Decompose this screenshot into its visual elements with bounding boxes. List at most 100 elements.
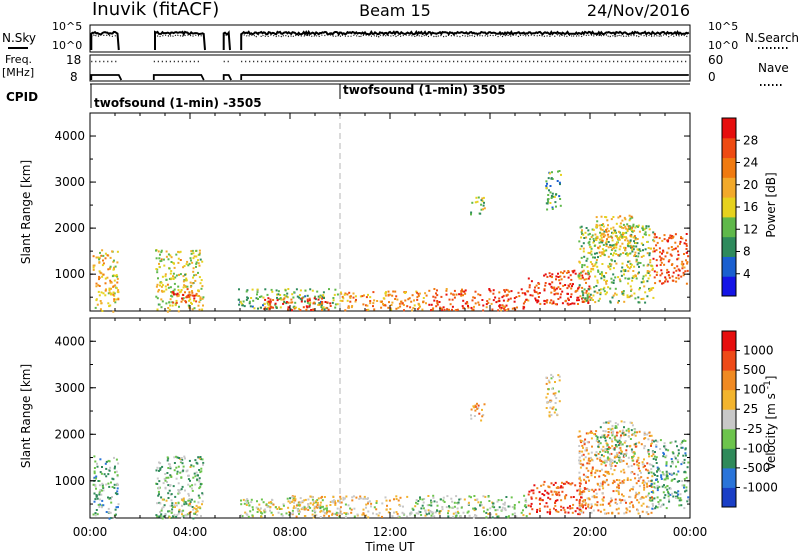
velocity-mark bbox=[432, 494, 435, 497]
power-mark bbox=[557, 298, 560, 300]
power-mark bbox=[605, 242, 607, 245]
power-mark bbox=[170, 261, 173, 263]
power-mark bbox=[155, 268, 158, 270]
power-mark bbox=[172, 301, 175, 304]
velocity-mark bbox=[184, 457, 186, 460]
velocity-mark bbox=[643, 433, 646, 436]
power-mark bbox=[389, 293, 392, 296]
power-mark bbox=[681, 267, 684, 270]
velocity-mark bbox=[194, 483, 197, 486]
velocity-mark bbox=[679, 493, 682, 496]
velocity-mark bbox=[196, 510, 199, 513]
velocity-mark bbox=[158, 469, 160, 472]
velocity-mark bbox=[280, 508, 283, 510]
power-mark bbox=[633, 229, 636, 232]
velocity-mark bbox=[164, 473, 167, 475]
velocity-mark bbox=[604, 447, 607, 450]
power-mark bbox=[185, 301, 187, 304]
power-mark bbox=[183, 284, 186, 287]
velocity-cbar-tick-label: 100 bbox=[743, 383, 766, 397]
power-mark bbox=[605, 282, 608, 285]
power-mark bbox=[642, 297, 645, 300]
velocity-mark bbox=[652, 451, 655, 454]
velocity-mark bbox=[161, 465, 164, 468]
power-mark bbox=[600, 215, 603, 218]
velocity-mark bbox=[651, 490, 654, 493]
velocity-mark bbox=[578, 471, 581, 474]
velocity-mark bbox=[610, 461, 613, 463]
velocity-mark bbox=[553, 394, 556, 397]
power-mark bbox=[398, 302, 401, 305]
velocity-mark bbox=[621, 493, 623, 496]
power-mark bbox=[611, 232, 614, 235]
velocity-mark bbox=[290, 512, 293, 515]
velocity-mark bbox=[647, 451, 650, 454]
power-mark bbox=[394, 298, 397, 300]
velocity-mark bbox=[663, 473, 666, 476]
power-mark bbox=[622, 227, 625, 230]
power-mark bbox=[191, 308, 194, 311]
velocity-mark bbox=[468, 495, 471, 498]
power-ylabel: Slant Range [km] bbox=[19, 160, 33, 264]
velocity-mark bbox=[589, 460, 592, 462]
power-mark bbox=[660, 261, 663, 264]
power-mark bbox=[615, 222, 618, 225]
power-mark bbox=[486, 300, 489, 303]
power-mark bbox=[391, 294, 394, 297]
power-mark bbox=[184, 285, 187, 288]
freq-label-1: Freq. bbox=[5, 53, 32, 66]
velocity-mark bbox=[286, 497, 289, 500]
power-mark bbox=[605, 230, 608, 233]
velocity-mark bbox=[361, 513, 364, 516]
velocity-mark bbox=[169, 465, 172, 468]
velocity-mark bbox=[641, 496, 644, 499]
velocity-mark bbox=[666, 477, 669, 480]
power-mark bbox=[597, 269, 600, 272]
power-mark bbox=[95, 256, 98, 259]
power-mark bbox=[168, 308, 171, 311]
velocity-mark bbox=[305, 507, 308, 510]
velocity-mark bbox=[579, 487, 582, 490]
velocity-mark bbox=[621, 432, 624, 435]
power-mark bbox=[629, 295, 632, 298]
power-mark bbox=[585, 281, 587, 284]
velocity-mark bbox=[677, 497, 680, 500]
velocity-mark bbox=[442, 496, 445, 499]
velocity-mark bbox=[181, 462, 184, 465]
power-mark bbox=[314, 295, 317, 298]
velocity-mark bbox=[657, 467, 660, 470]
velocity-mark bbox=[180, 457, 183, 459]
power-mark bbox=[671, 248, 674, 251]
power-mark bbox=[179, 273, 182, 276]
power-mark bbox=[171, 295, 174, 298]
power-mark bbox=[609, 246, 612, 248]
velocity-mark bbox=[618, 442, 621, 445]
power-mark bbox=[167, 258, 170, 261]
power-mark bbox=[110, 287, 112, 290]
power-mark bbox=[635, 277, 638, 280]
power-mark bbox=[321, 302, 324, 305]
velocity-mark bbox=[536, 508, 539, 511]
power-mark bbox=[530, 280, 533, 283]
power-mark bbox=[592, 294, 595, 297]
power-mark bbox=[594, 263, 597, 266]
velocity-mark bbox=[603, 461, 606, 464]
power-cbar-tick-label: 4 bbox=[743, 267, 751, 281]
power-mark bbox=[366, 304, 369, 307]
power-mark bbox=[104, 289, 107, 292]
power-mark bbox=[445, 288, 448, 290]
power-mark bbox=[550, 291, 553, 294]
velocity-mark bbox=[95, 477, 97, 480]
velocity-mark bbox=[625, 454, 627, 457]
power-mark bbox=[661, 282, 664, 285]
power-mark bbox=[621, 233, 624, 236]
velocity-mark bbox=[619, 449, 622, 452]
velocity-mark bbox=[195, 507, 197, 510]
velocity-mark bbox=[188, 459, 191, 462]
power-mark bbox=[340, 292, 343, 295]
velocity-mark bbox=[195, 461, 198, 464]
velocity-mark bbox=[684, 454, 687, 457]
power-mark bbox=[251, 288, 254, 291]
velocity-mark bbox=[623, 455, 626, 457]
power-mark bbox=[599, 227, 602, 230]
